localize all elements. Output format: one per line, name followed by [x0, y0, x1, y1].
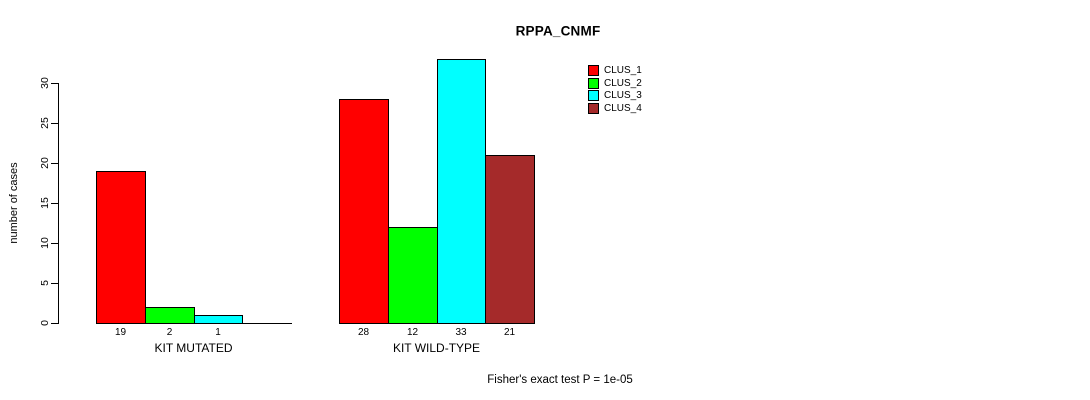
bar-clus_3 — [437, 59, 486, 324]
y-axis-tick-label: 10 — [39, 237, 51, 249]
legend-swatch-clus_4 — [588, 103, 599, 114]
y-axis-tick-label: 5 — [39, 280, 51, 286]
y-axis-tick-label: 15 — [39, 197, 51, 209]
chart-title: RPPA_CNMF — [515, 23, 601, 39]
y-axis-title: number of cases — [8, 162, 20, 244]
y-axis-tick — [51, 83, 58, 84]
y-axis-tick — [51, 203, 58, 204]
bar-value-label: 28 — [357, 327, 370, 338]
legend-label-clus_4: CLUS_4 — [604, 103, 642, 114]
legend-label-clus_2: CLUS_2 — [604, 78, 642, 89]
y-axis-tick — [51, 243, 58, 244]
legend-label-clus_1: CLUS_1 — [604, 65, 642, 76]
legend-swatch-clus_1 — [588, 65, 599, 76]
y-axis-tick-label: 20 — [39, 157, 51, 169]
bar-clus_4 — [485, 155, 535, 324]
y-axis-tick-label: 0 — [39, 320, 51, 326]
x-group-label: KIT MUTATED — [154, 341, 233, 355]
y-axis-tick — [51, 283, 58, 284]
bar-clus_2 — [145, 307, 195, 324]
bar-value-label: 21 — [503, 327, 516, 338]
bar-value-label: 19 — [114, 327, 127, 338]
bar-clus_3 — [194, 315, 243, 324]
y-axis-tick-label: 25 — [39, 117, 51, 129]
y-axis-tick — [51, 163, 58, 164]
bar-value-label: 1 — [215, 327, 221, 338]
y-axis-tick — [51, 323, 58, 324]
legend-label-clus_3: CLUS_3 — [604, 90, 642, 101]
bar-clus_2 — [388, 227, 438, 324]
bar-value-label: 12 — [406, 327, 419, 338]
legend-swatch-clus_2 — [588, 78, 599, 89]
y-axis-line — [58, 83, 59, 324]
y-axis-tick — [51, 123, 58, 124]
bar-value-label: 33 — [455, 327, 467, 338]
bar-clus_1 — [339, 99, 389, 324]
legend-swatch-clus_3 — [588, 90, 599, 101]
bar-value-label: 2 — [166, 327, 173, 338]
y-axis-tick-label: 30 — [39, 77, 51, 89]
x-group-label: KIT WILD-TYPE — [392, 341, 481, 355]
bar-clus_1 — [96, 171, 146, 324]
footnote-text: Fisher's exact test P = 1e-05 — [487, 374, 633, 386]
